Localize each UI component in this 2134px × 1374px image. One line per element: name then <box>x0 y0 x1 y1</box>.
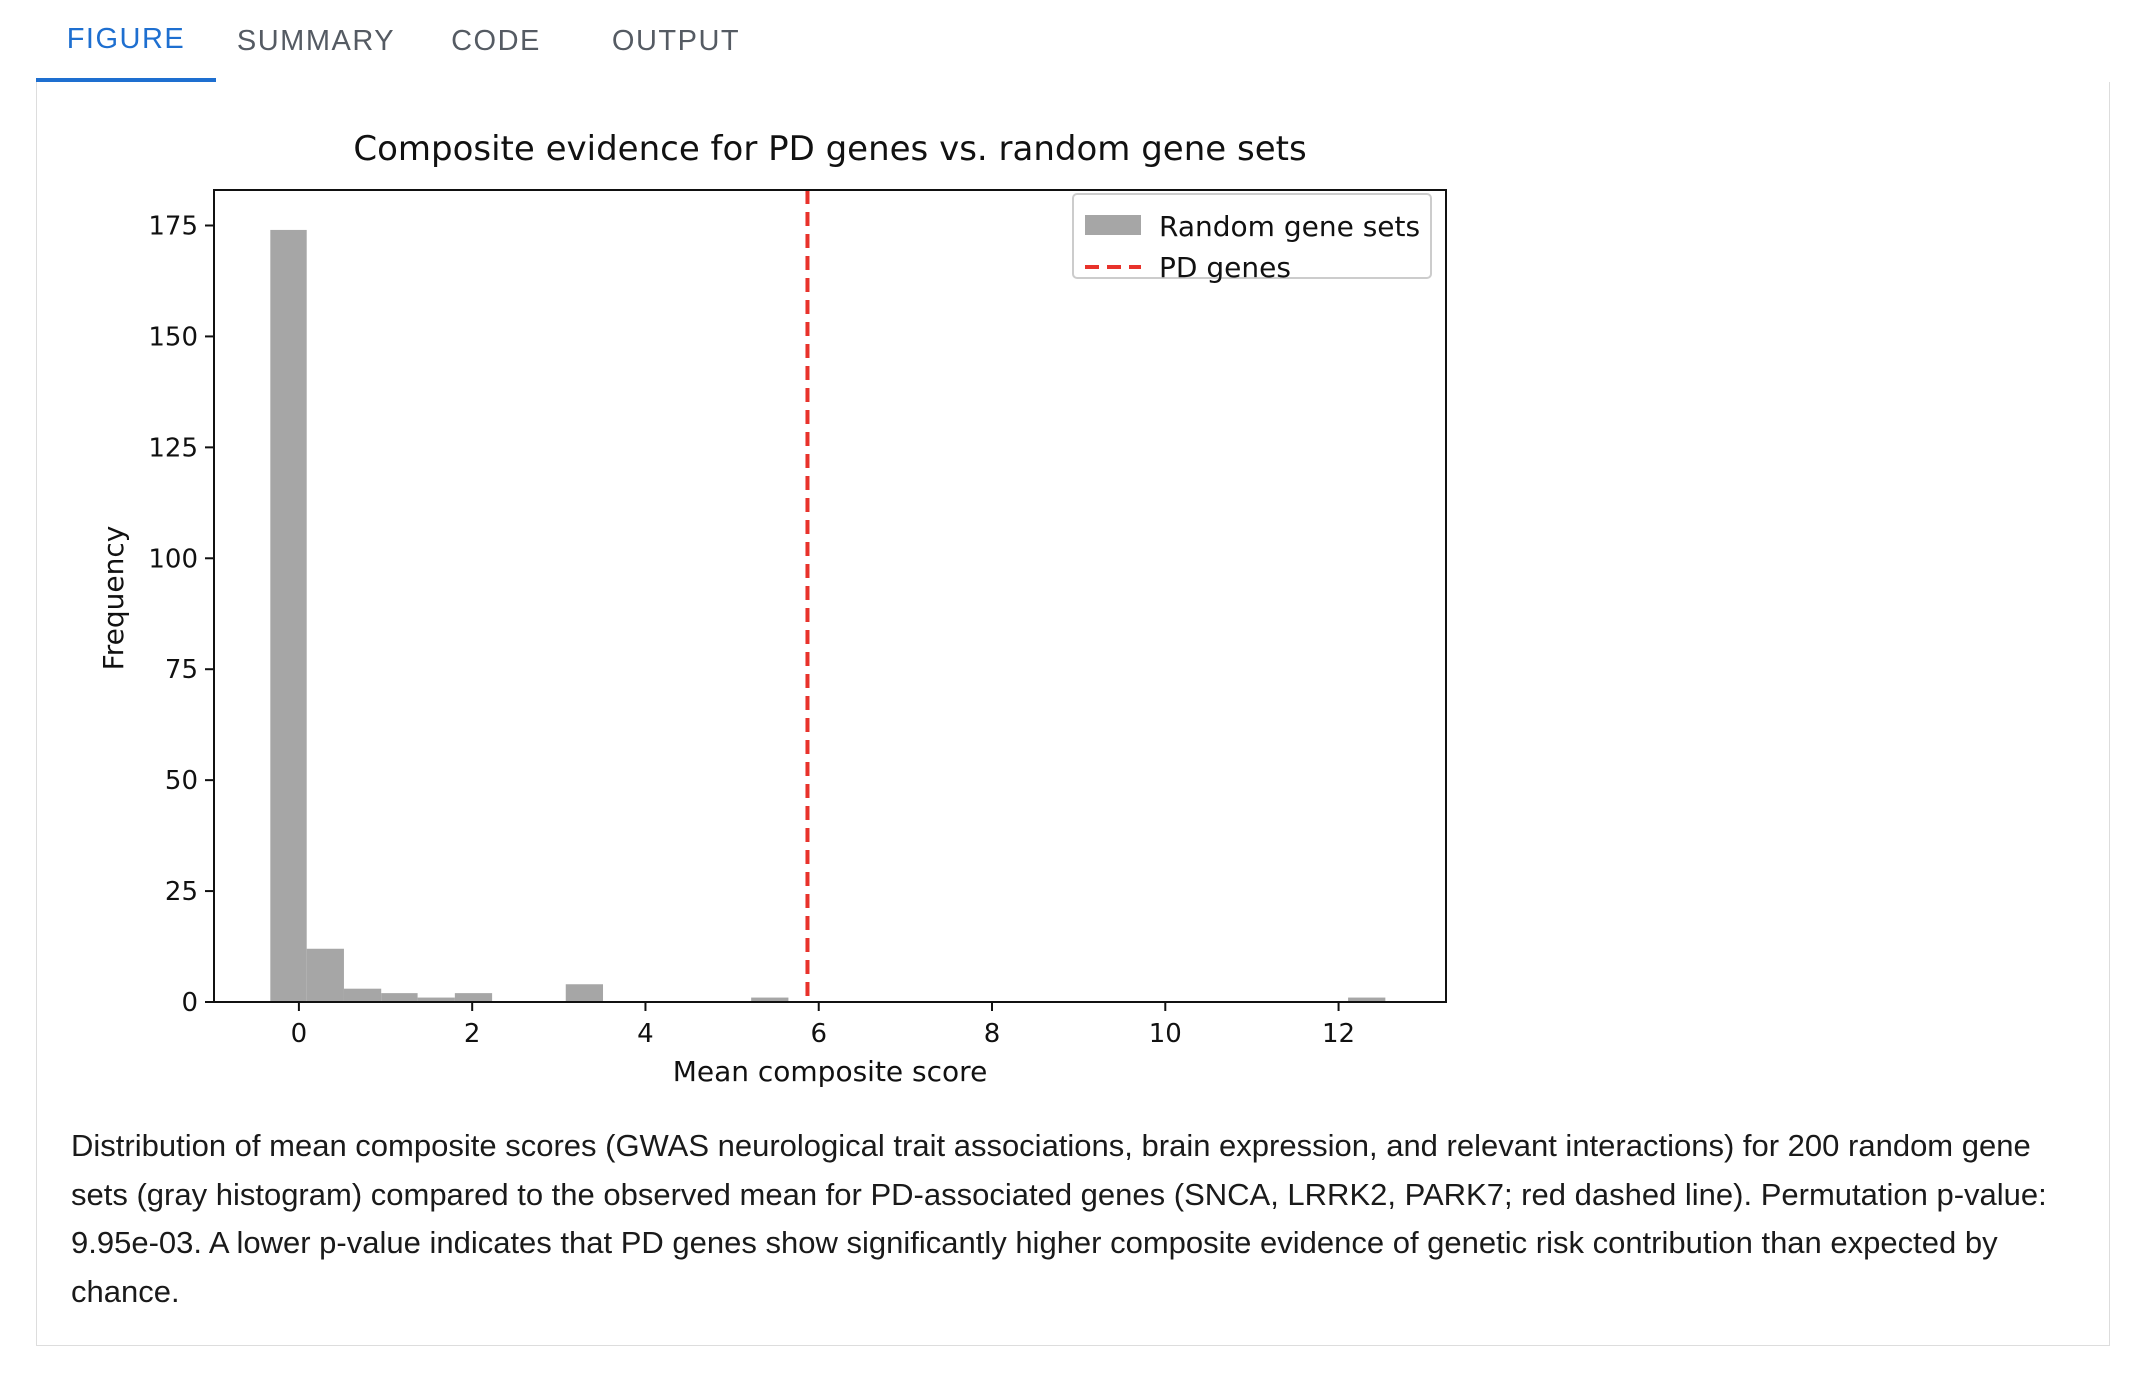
histogram-bar <box>751 997 789 1002</box>
legend-label-pd: PD genes <box>1159 251 1291 284</box>
x-tick-label: 2 <box>464 1019 481 1049</box>
histogram-bar <box>1348 997 1386 1002</box>
histogram-bar <box>454 993 493 1002</box>
y-tick-label: 175 <box>148 211 198 241</box>
x-tick-label: 8 <box>984 1019 1001 1049</box>
y-tick-label: 150 <box>148 322 198 352</box>
tab-figure[interactable]: FIGURE <box>36 0 216 82</box>
x-tick-label: 4 <box>637 1019 654 1049</box>
chart-title: Composite evidence for PD genes vs. rand… <box>353 129 1306 169</box>
x-tick-label: 12 <box>1322 1019 1355 1049</box>
histogram-bar <box>306 948 344 1002</box>
histogram-bar <box>417 997 455 1002</box>
figure-panel: Composite evidence for PD genes vs. rand… <box>36 82 2110 1346</box>
tab-summary[interactable]: SUMMARY <box>236 24 396 57</box>
y-tick-label: 125 <box>148 433 198 463</box>
y-tick-label: 50 <box>165 766 198 796</box>
tab-code[interactable]: CODE <box>451 24 541 57</box>
histogram-bar <box>565 984 604 1002</box>
plot-frame <box>213 189 1447 1003</box>
x-tick-label: 10 <box>1149 1019 1182 1049</box>
histogram-chart: Composite evidence for PD genes vs. rand… <box>97 129 1447 1088</box>
x-axis-label: Mean composite score <box>673 1055 988 1088</box>
legend-label-random: Random gene sets <box>1159 210 1420 243</box>
y-tick-label: 100 <box>148 544 198 574</box>
histogram-bar <box>270 229 307 1002</box>
figure-caption: Distribution of mean composite scores (G… <box>71 1128 2047 1309</box>
tab-bar: FIGURE SUMMARY CODE OUTPUT <box>36 0 776 82</box>
y-tick-label: 25 <box>165 877 198 907</box>
histogram-bar <box>381 993 418 1002</box>
legend-swatch-random <box>1085 215 1141 235</box>
legend: Random gene sets PD genes <box>1072 193 1432 284</box>
x-tick-label: 6 <box>810 1019 827 1049</box>
tab-output[interactable]: OUTPUT <box>611 24 741 57</box>
y-axis-label: Frequency <box>97 526 130 671</box>
y-tick-label: 0 <box>181 988 198 1018</box>
y-tick-label: 75 <box>165 655 198 685</box>
histogram-bar <box>343 988 382 1002</box>
x-tick-label: 0 <box>291 1019 308 1049</box>
legend-box <box>1072 193 1432 279</box>
